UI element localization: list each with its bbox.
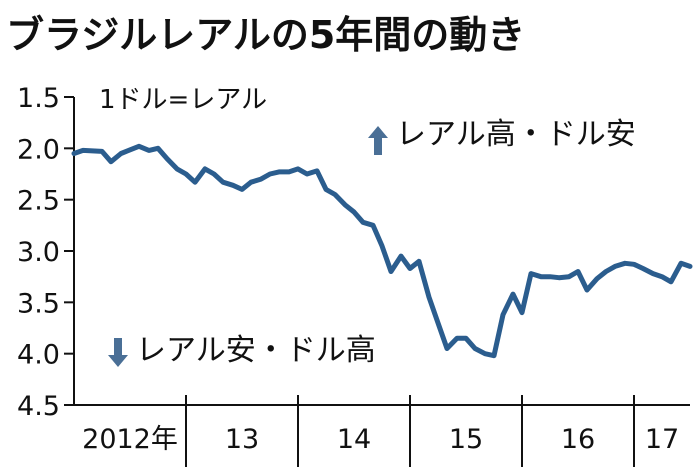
annotation-rise: レアル高・ドル安 <box>368 117 636 155</box>
y-tick-label: 3.5 <box>17 288 60 319</box>
x-tick-label: 15 <box>449 424 483 455</box>
up-arrow-icon <box>368 126 388 155</box>
unit-label: 1ドル=レアル <box>99 85 267 115</box>
down-arrow-icon <box>108 338 128 367</box>
annotation-fall: レアル安・ドル高 <box>108 333 376 368</box>
x-tick-label: 13 <box>225 424 259 455</box>
annotation-fall-label: レアル安・ドル高 <box>136 333 376 368</box>
y-tick-label: 4.5 <box>17 391 60 422</box>
y-tick-label: 4.0 <box>17 340 60 371</box>
x-tick-label: 14 <box>337 424 371 455</box>
x-tick-label: 17 <box>645 424 679 455</box>
series-layer <box>71 143 693 359</box>
annotation-rise-label: レアル高・ドル安 <box>396 117 636 152</box>
y-tick-label: 2.0 <box>17 134 60 165</box>
series-line <box>71 143 693 359</box>
y-tick-label: 3.0 <box>17 237 60 268</box>
chart-title: ブラジルレアルの5年間の動き <box>6 13 525 57</box>
y-tick-label: 1.5 <box>17 83 60 114</box>
x-tick-label: 2012年 <box>82 424 178 455</box>
axes: 1.5 2.0 2.5 3.0 3.5 4.0 4.5 2012年 13 14 15 16 17 <box>17 83 690 467</box>
x-tick-label: 16 <box>561 424 595 455</box>
y-tick-label: 2.5 <box>17 186 60 217</box>
